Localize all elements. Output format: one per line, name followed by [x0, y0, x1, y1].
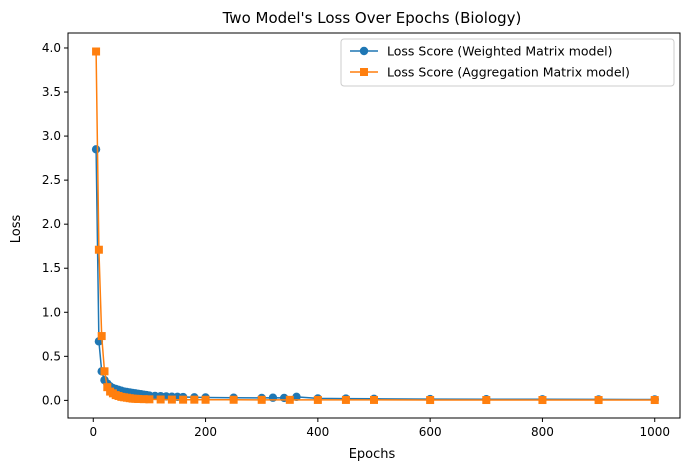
data-point — [100, 367, 109, 376]
y-tick-label: 0.0 — [42, 393, 61, 407]
data-point — [94, 245, 103, 254]
data-point — [145, 395, 154, 404]
data-point — [134, 394, 143, 403]
data-point — [201, 395, 210, 404]
data-point — [190, 395, 199, 404]
series-line — [95, 149, 655, 401]
data-point — [91, 145, 101, 154]
data-point — [156, 395, 165, 404]
data-point — [313, 395, 322, 404]
data-point — [594, 396, 603, 405]
data-point — [167, 395, 176, 404]
y-tick-label: 3.0 — [42, 129, 61, 143]
y-tick-label: 2.5 — [42, 173, 61, 187]
y-tick-label: 3.5 — [42, 85, 61, 99]
series-line — [95, 51, 655, 401]
data-point — [103, 383, 112, 392]
y-axis-title: Loss — [9, 215, 24, 244]
y-tick-label: 2.0 — [42, 217, 61, 231]
series-1 — [91, 145, 659, 404]
x-axis-title: Epochs — [349, 447, 396, 462]
data-point — [650, 396, 659, 405]
data-point — [360, 68, 368, 76]
plot-area — [91, 47, 659, 405]
data-point — [229, 395, 238, 404]
plot-frame — [67, 32, 681, 419]
legend-box — [340, 38, 675, 87]
data-point — [538, 396, 547, 405]
x-axis: 0 200 400 600 800 1000 — [89, 418, 670, 439]
legend-item: Loss Score (Aggregation Matrix model) — [350, 65, 630, 80]
x-tick-label: 1000 — [639, 425, 670, 439]
legend-label: Loss Score (Weighted Matrix model) — [387, 44, 613, 59]
data-point — [139, 395, 148, 404]
x-tick-label: 600 — [419, 425, 442, 439]
data-point — [285, 395, 294, 404]
data-point — [97, 332, 106, 341]
data-point — [341, 395, 350, 404]
y-tick-label: 1.5 — [42, 261, 61, 275]
data-point — [359, 46, 369, 56]
x-tick-label: 400 — [306, 425, 329, 439]
data-point — [268, 393, 278, 402]
legend-label: Loss Score (Aggregation Matrix model) — [387, 65, 630, 80]
data-point — [92, 47, 101, 56]
legend: Loss Score (Weighted Matrix model) Loss S… — [340, 38, 675, 87]
chart-title: Two Model's Loss Over Epochs (Biology) — [222, 9, 522, 27]
x-tick-label: 200 — [194, 425, 217, 439]
y-axis: 0.0 0.5 1.0 1.5 2.0 2.5 3.0 3.5 4.0 — [42, 41, 68, 407]
y-tick-label: 0.5 — [42, 349, 61, 363]
data-point — [482, 396, 491, 405]
x-tick-label: 0 — [89, 425, 97, 439]
x-tick-label: 800 — [531, 425, 554, 439]
data-point — [179, 395, 188, 404]
y-tick-label: 4.0 — [42, 41, 61, 55]
data-point — [257, 395, 266, 404]
data-point — [370, 395, 378, 404]
y-tick-label: 1.0 — [42, 305, 61, 319]
data-point — [292, 392, 301, 402]
series-2 — [92, 47, 659, 405]
legend-item: Loss Score (Weighted Matrix model) — [350, 44, 613, 59]
data-point — [426, 396, 435, 405]
